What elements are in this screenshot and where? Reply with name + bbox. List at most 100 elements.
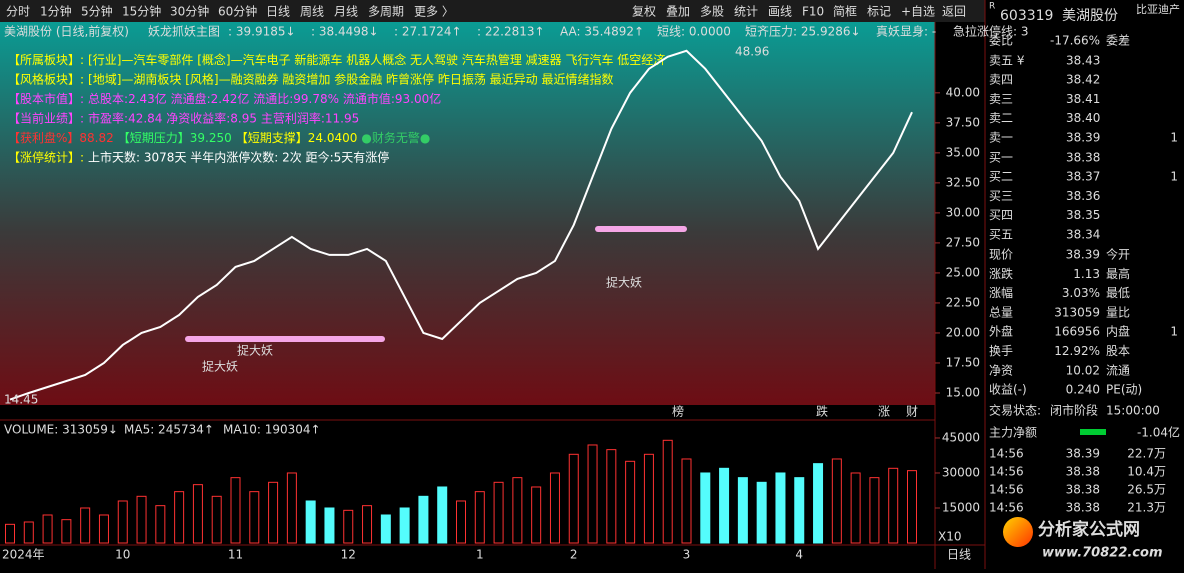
volume-bar [249, 491, 260, 544]
info-line: 【当前业绩】: 市盈率:42.84 净资收益率:8.95 主营利润率:11.95 [8, 110, 359, 125]
period-label[interactable]: 日线 [947, 548, 971, 562]
info-segment: 【风格板块】: [8, 71, 84, 86]
stat-label: 股本 [1106, 344, 1130, 358]
volume-bar [625, 460, 636, 544]
volume-bar [888, 467, 899, 544]
info-segment: 上市天数: 3078天 半年内涨停次数: 2次 距今:5天有涨停 [88, 149, 389, 164]
volume-bar [700, 472, 711, 544]
volume-bar [568, 453, 579, 544]
book-price: 38.37 [1066, 170, 1100, 184]
volume-bar [737, 477, 748, 544]
ratio-label2: 委差 [1106, 34, 1130, 48]
stat-label: 最高 [1106, 266, 1130, 281]
y-tick-label: 32.50 [946, 175, 980, 189]
book-label: 买四 [989, 208, 1013, 222]
net-bar [1080, 429, 1106, 435]
info-line: 【获利盘%】88.82 【短期压力】39.250 【短期支撑】24.0400 ●财务无… [8, 130, 430, 145]
stat-label: 总量 [989, 305, 1013, 319]
book-label: 卖一 [989, 130, 1013, 144]
event-marker: 涨 [878, 404, 890, 419]
book-label: 买五 [989, 227, 1013, 241]
volume-bar [380, 514, 391, 544]
book-price: 38.36 [1066, 189, 1100, 203]
toolbar-tab[interactable]: 月线 [334, 5, 358, 19]
volume-header: VOLUME: 313059↓ [4, 423, 118, 437]
toolbar-tab[interactable]: 分时 [6, 5, 30, 19]
indicator-value: : 38.4498↓ [311, 25, 379, 39]
volume-bar [399, 507, 410, 544]
annotation: 14.45 [4, 393, 38, 407]
volume-bar [775, 472, 786, 544]
volume-bar [5, 523, 15, 544]
event-marker: 财 [906, 405, 918, 419]
volume-bar [474, 491, 485, 544]
toolbar-button[interactable]: 标记 [867, 5, 891, 19]
book-label: 卖四 [989, 73, 1013, 87]
toolbar-button[interactable]: 统计 [734, 5, 758, 19]
info-segment: 【股本市值】: [8, 91, 84, 106]
indicator-value: AA: 35.4892↑ [560, 25, 644, 39]
toolbar-tab[interactable]: 周线 [300, 5, 324, 19]
book-label: 买二 [989, 170, 1013, 184]
volume-bar [907, 470, 917, 544]
price-line [9, 49, 913, 401]
toolbar-button[interactable]: 复权 [632, 5, 656, 19]
annotation: 捉大妖 [202, 359, 238, 374]
toolbar-tab[interactable]: 15分钟 [122, 4, 161, 19]
volume-bar [155, 505, 166, 544]
stat-value: 38.39 [1066, 248, 1100, 262]
ratio-value: -17.66% [1050, 34, 1100, 48]
toolbar-button[interactable]: 画线 [768, 5, 792, 19]
event-marker: 榜 [672, 404, 684, 419]
volume-bar [324, 507, 335, 544]
toolbar-tab[interactable]: 60分钟 [218, 4, 257, 19]
annotation: 48.96 [735, 45, 769, 59]
toolbar-tab[interactable]: 日线 [266, 5, 290, 19]
annotation: 捉大妖 [606, 275, 642, 290]
volume-bar [587, 444, 598, 544]
book-price: 38.35 [1066, 208, 1100, 222]
volume-bar [174, 491, 185, 544]
stat-label: 涨跌 [989, 266, 1013, 281]
volume-bar [662, 439, 673, 544]
info-line: 【股本市值】: 总股本:2.43亿 流通盘:2.42亿 流通比:99.78% 流通… [8, 91, 441, 106]
volume-bar [831, 458, 842, 544]
toolbar-button[interactable]: 返回 [942, 5, 966, 19]
toolbar-tab[interactable]: 1分钟 [40, 4, 72, 19]
x-tick-label: 11 [228, 548, 243, 562]
y-tick-label: 15000 [942, 500, 980, 514]
stat-value: 1 [1170, 325, 1178, 339]
toolbar-button[interactable]: 简框 [833, 5, 857, 19]
stat-value: 1.13 [1073, 267, 1100, 281]
volume-bar [80, 507, 91, 544]
volume-bar [42, 514, 53, 544]
book-label: 卖二 [989, 111, 1013, 125]
y-tick-label: 37.50 [946, 115, 980, 129]
toolbar-button[interactable]: 多股 [700, 5, 724, 19]
y-tick-label: 20.00 [946, 325, 980, 339]
toolbar-tab[interactable]: 多周期 [368, 5, 404, 19]
status-label: 交易状态: [989, 403, 1041, 418]
info-segment: [地域]—湖南板块 [风格]—融资融券 融资增加 参股金融 昨曾涨停 昨日振荡 … [88, 71, 613, 86]
info-segment: 市盈率:42.84 净资收益率:8.95 主营利润率:11.95 [88, 110, 359, 125]
stat-label: 涨幅 [989, 285, 1013, 300]
toolbar-button[interactable]: F10 [802, 5, 824, 19]
stat-label: 收益(-) [989, 383, 1027, 397]
stat-label: 今开 [1106, 247, 1130, 262]
y-tick-label: 30000 [942, 465, 980, 479]
scale-label: X10 [938, 530, 962, 544]
logo-title: 分析家公式网 [1038, 519, 1140, 540]
highlight-bar [595, 226, 687, 232]
toolbar-button[interactable]: +自选 [901, 5, 935, 19]
toolbar-tab[interactable]: 5分钟 [81, 4, 113, 19]
book-price: 38.40 [1066, 111, 1100, 125]
stat-value: 3.03% [1062, 286, 1100, 300]
toolbar-button[interactable]: 叠加 [666, 5, 690, 19]
volume-bar [813, 463, 824, 544]
info-line: 【涨停统计】: 上市天数: 3078天 半年内涨停次数: 2次 距今:5天有涨停 [8, 149, 389, 164]
toolbar-tab[interactable]: 30分钟 [170, 4, 209, 19]
y-tick-label: 30.00 [946, 205, 980, 219]
highlight-bar [185, 336, 385, 342]
volume-bar [850, 472, 861, 544]
toolbar-tab[interactable]: 更多 〉 [414, 5, 454, 19]
